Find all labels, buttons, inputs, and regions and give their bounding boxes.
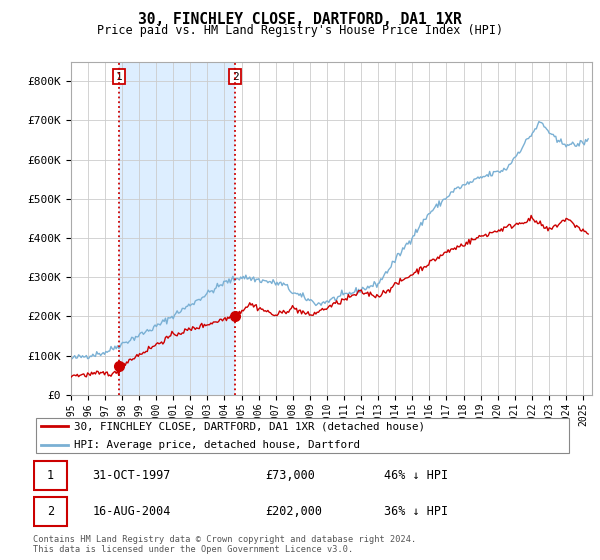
Text: 16-AUG-2004: 16-AUG-2004: [92, 505, 171, 518]
FancyBboxPatch shape: [34, 461, 67, 490]
FancyBboxPatch shape: [34, 497, 67, 526]
Text: 46% ↓ HPI: 46% ↓ HPI: [384, 469, 448, 482]
FancyBboxPatch shape: [36, 418, 569, 453]
Text: 31-OCT-1997: 31-OCT-1997: [92, 469, 171, 482]
Text: 30, FINCHLEY CLOSE, DARTFORD, DA1 1XR: 30, FINCHLEY CLOSE, DARTFORD, DA1 1XR: [138, 12, 462, 27]
Text: Price paid vs. HM Land Registry's House Price Index (HPI): Price paid vs. HM Land Registry's House …: [97, 24, 503, 36]
Text: HPI: Average price, detached house, Dartford: HPI: Average price, detached house, Dart…: [74, 440, 359, 450]
Text: 30, FINCHLEY CLOSE, DARTFORD, DA1 1XR (detached house): 30, FINCHLEY CLOSE, DARTFORD, DA1 1XR (d…: [74, 421, 425, 431]
Text: 1: 1: [47, 469, 54, 482]
Text: 1: 1: [116, 72, 122, 82]
Text: 2: 2: [232, 72, 238, 82]
Text: £202,000: £202,000: [265, 505, 322, 518]
Bar: [119, 62, 235, 395]
Text: 2: 2: [47, 505, 54, 518]
Text: Contains HM Land Registry data © Crown copyright and database right 2024.
This d: Contains HM Land Registry data © Crown c…: [33, 535, 416, 554]
Text: 36% ↓ HPI: 36% ↓ HPI: [384, 505, 448, 518]
Text: £73,000: £73,000: [265, 469, 315, 482]
